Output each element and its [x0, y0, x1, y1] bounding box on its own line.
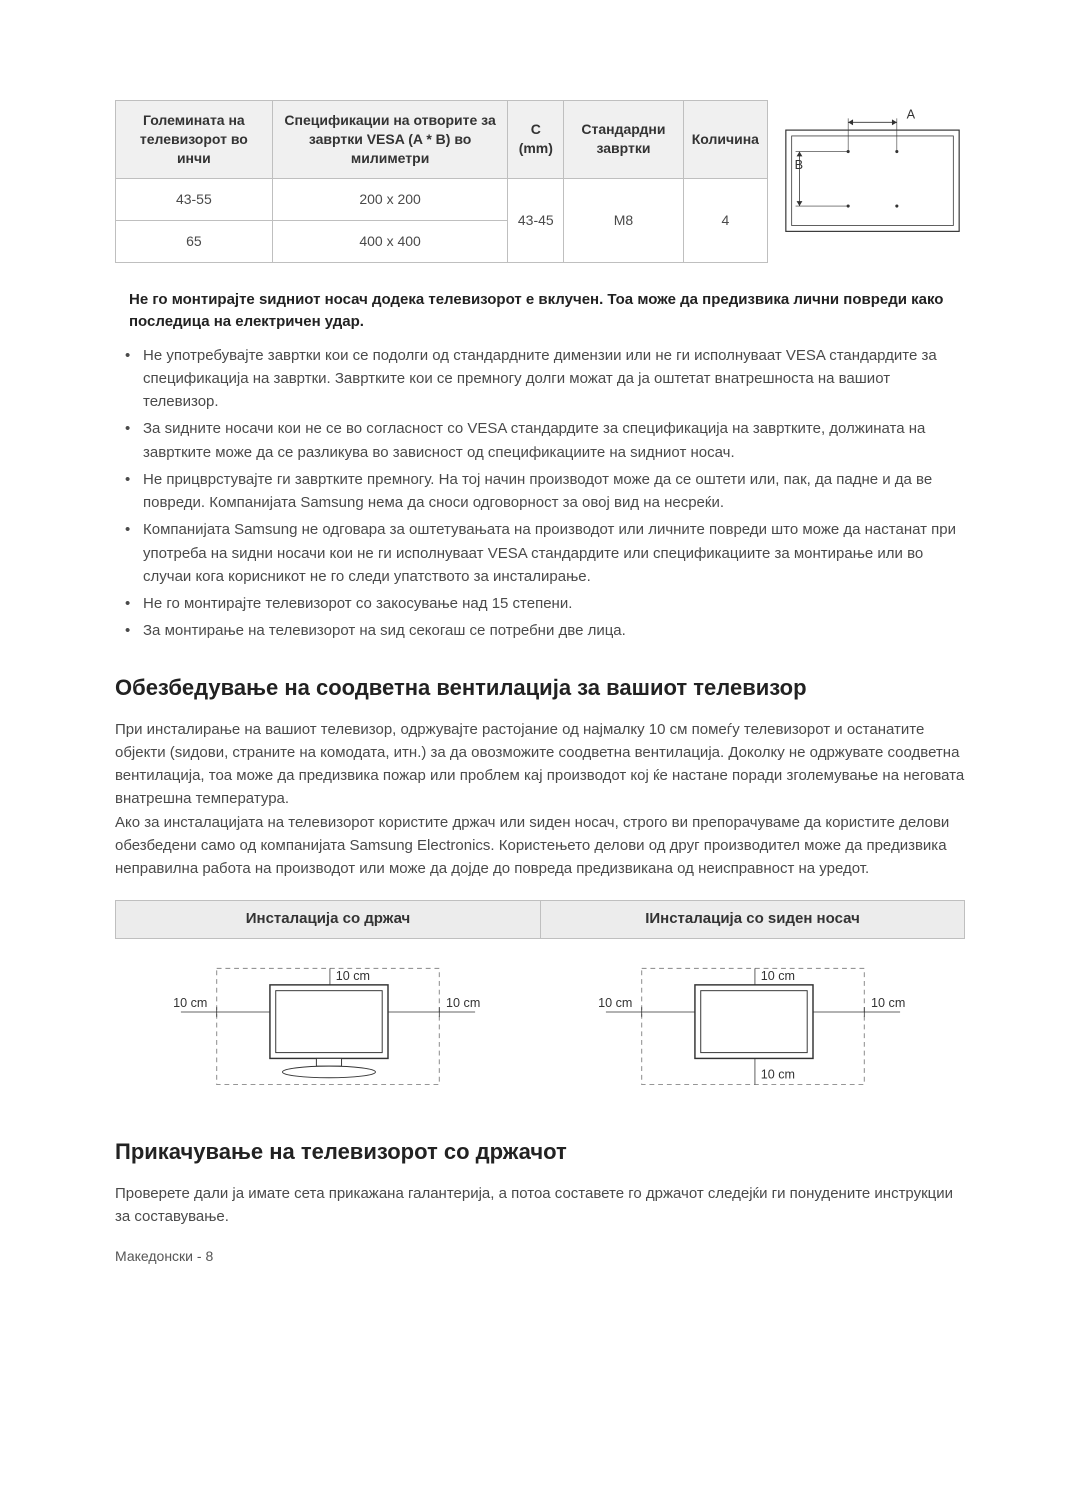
notes-list: Не употребувајте завртки кои се подолги …: [115, 344, 965, 643]
install-wall-header: IИнсталација со ѕиден носач: [540, 900, 965, 939]
ventilation-body: При инсталирање на вашиот телевизор, одр…: [115, 718, 965, 881]
cell-qty: 4: [683, 178, 767, 262]
install-wall-diagram: 10 cm 10 cm 10 cm 10 cm: [563, 951, 943, 1101]
svg-text:10 cm: 10 cm: [446, 996, 480, 1010]
col-screw: Стандардни завртки: [564, 101, 684, 179]
install-stand-col: Инсталација со држач 10 cm 10 cm: [115, 900, 540, 1103]
vesa-diagram-cell: A B: [767, 101, 965, 263]
note-item: За монтирање на телевизорот на ѕид секог…: [143, 619, 965, 642]
note-item: Не го монтирајте телевизорот со закосува…: [143, 592, 965, 615]
note-item: За ѕидните носачи кои не се во согласнос…: [143, 417, 965, 464]
attaching-para: Проверете дали ја имате сета прикажана г…: [115, 1182, 965, 1229]
diagram-label-b: B: [795, 158, 803, 172]
diagram-label-a: A: [907, 107, 916, 121]
col-c-mm: C (mm): [508, 101, 564, 179]
col-qty: Количина: [683, 101, 767, 179]
svg-text:10 cm: 10 cm: [760, 969, 794, 983]
attaching-heading: Прикачување на телевизорот со држачот: [115, 1135, 965, 1168]
cell-size-0: 43-55: [116, 178, 273, 220]
col-vesa: Спецификации на отворите за завртки VESA…: [272, 101, 508, 179]
cell-c-mm: 43-45: [508, 178, 564, 262]
install-stand-header: Инсталација со држач: [115, 900, 540, 939]
installation-diagrams: Инсталација со држач 10 cm 10 cm: [115, 900, 965, 1103]
svg-text:10 cm: 10 cm: [598, 996, 632, 1010]
ventilation-heading: Обезбедување на соодветна вентилација за…: [115, 671, 965, 704]
install-wall-col: IИнсталација со ѕиден носач 10 cm 10 cm …: [540, 900, 965, 1103]
ventilation-p1: При инсталирање на вашиот телевизор, одр…: [115, 718, 965, 811]
svg-text:10 cm: 10 cm: [871, 996, 905, 1010]
vesa-spec-table: Големината на телевизорот во инчи Специф…: [115, 100, 965, 263]
note-item: Не употребувајте завртки кои се подолги …: [143, 344, 965, 414]
ventilation-p2: Ако за инсталацијата на телевизорот кори…: [115, 811, 965, 881]
warning-text: Не го монтирајте ѕидниот носач додека те…: [129, 287, 965, 334]
svg-text:10 cm: 10 cm: [760, 1068, 794, 1082]
vesa-diagram: A B: [780, 101, 965, 241]
install-stand-diagram: 10 cm 10 cm 10 cm: [138, 951, 518, 1101]
page-footer: Македонски - 8: [115, 1246, 965, 1267]
col-tv-size: Големината на телевизорот во инчи: [116, 101, 273, 179]
note-item: Компанијата Samsung не одговара за оштет…: [143, 518, 965, 588]
note-item: Не прицврстувајте ги завртките премногу.…: [143, 468, 965, 515]
cell-screw: M8: [564, 178, 684, 262]
cell-vesa-0: 200 x 200: [272, 178, 508, 220]
svg-text:10 cm: 10 cm: [335, 969, 369, 983]
cell-size-1: 65: [116, 220, 273, 262]
warning-block: Не го монтирајте ѕидниот носач додека те…: [115, 287, 965, 334]
cell-vesa-1: 400 x 400: [272, 220, 508, 262]
svg-text:10 cm: 10 cm: [173, 996, 207, 1010]
